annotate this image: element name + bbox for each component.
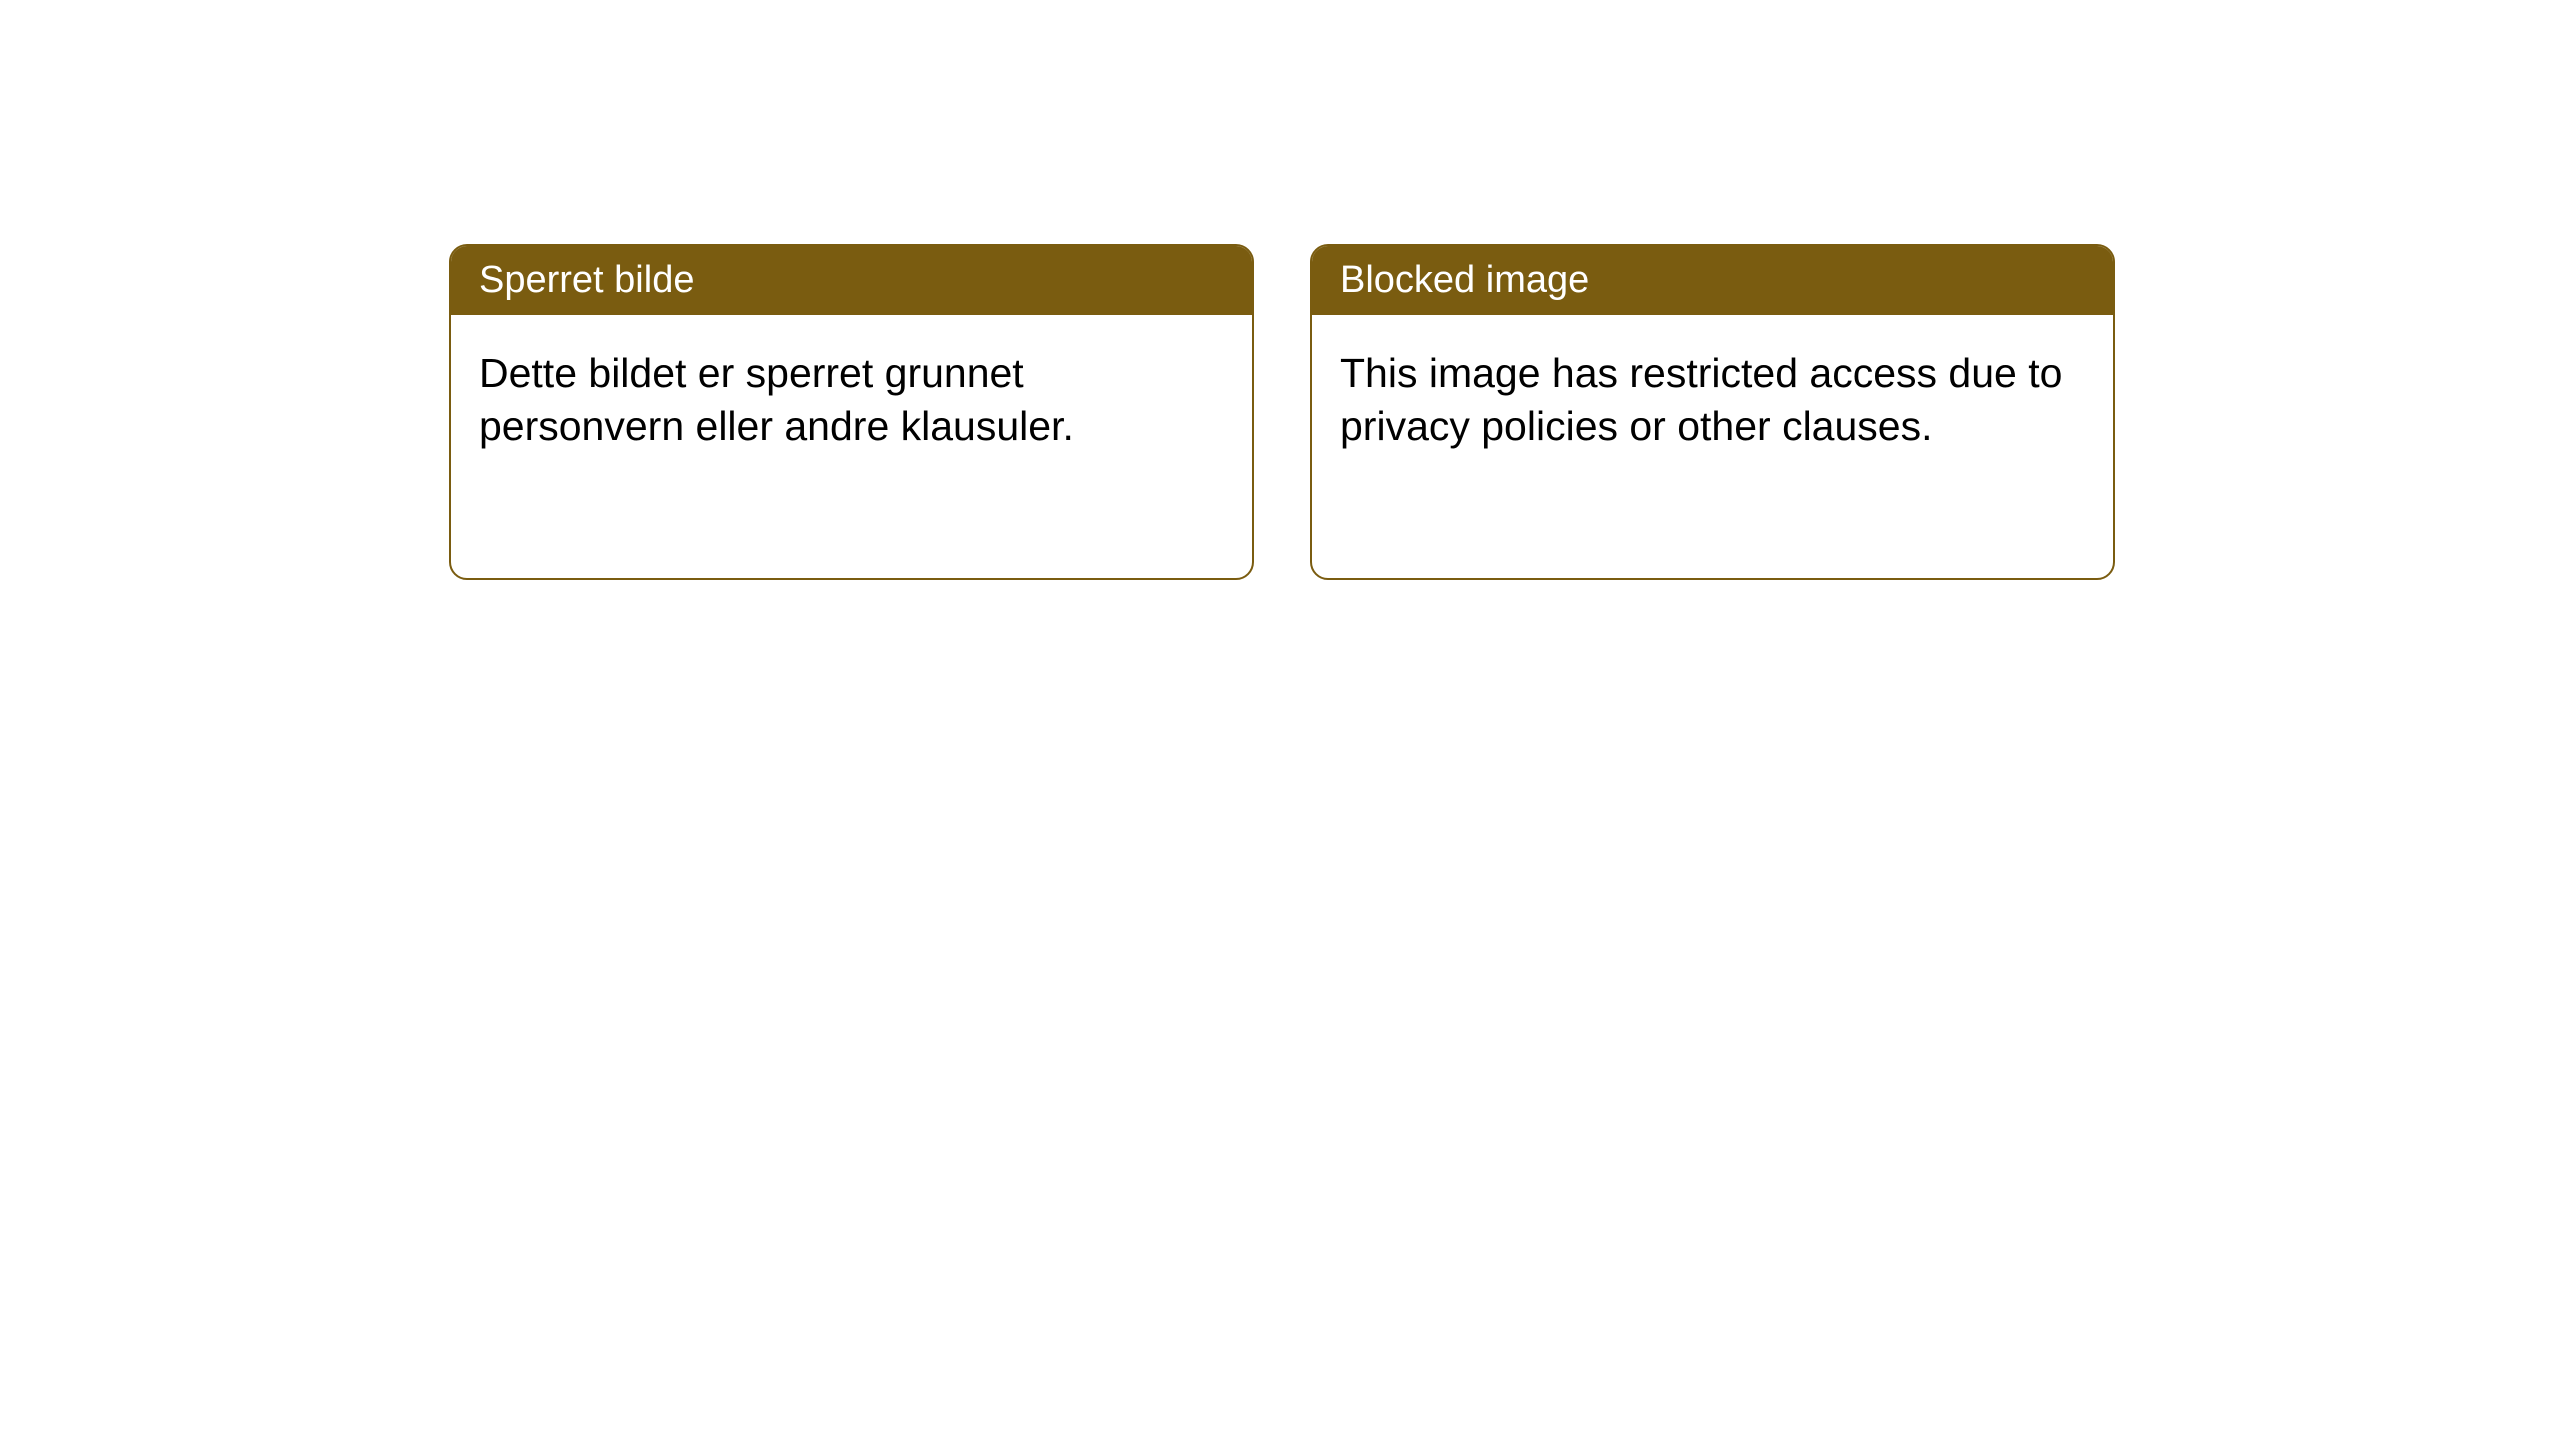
- notice-title: Blocked image: [1340, 259, 1589, 301]
- notice-header: Sperret bilde: [451, 246, 1252, 315]
- notice-message: This image has restricted access due to …: [1340, 350, 2062, 448]
- notice-card-english: Blocked image This image has restricted …: [1310, 244, 2115, 580]
- notice-body: This image has restricted access due to …: [1312, 315, 2113, 484]
- notice-header: Blocked image: [1312, 246, 2113, 315]
- notice-title: Sperret bilde: [479, 259, 694, 301]
- notice-message: Dette bildet er sperret grunnet personve…: [479, 350, 1074, 448]
- notice-card-norwegian: Sperret bilde Dette bildet er sperret gr…: [449, 244, 1254, 580]
- notice-body: Dette bildet er sperret grunnet personve…: [451, 315, 1252, 484]
- notice-container: Sperret bilde Dette bildet er sperret gr…: [449, 244, 2115, 580]
